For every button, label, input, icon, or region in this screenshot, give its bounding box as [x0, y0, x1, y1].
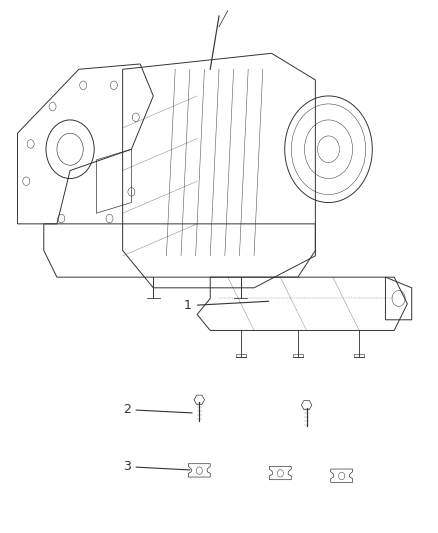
Text: 1: 1 [184, 299, 269, 312]
Text: 3: 3 [123, 460, 190, 473]
Text: 2: 2 [123, 403, 192, 416]
